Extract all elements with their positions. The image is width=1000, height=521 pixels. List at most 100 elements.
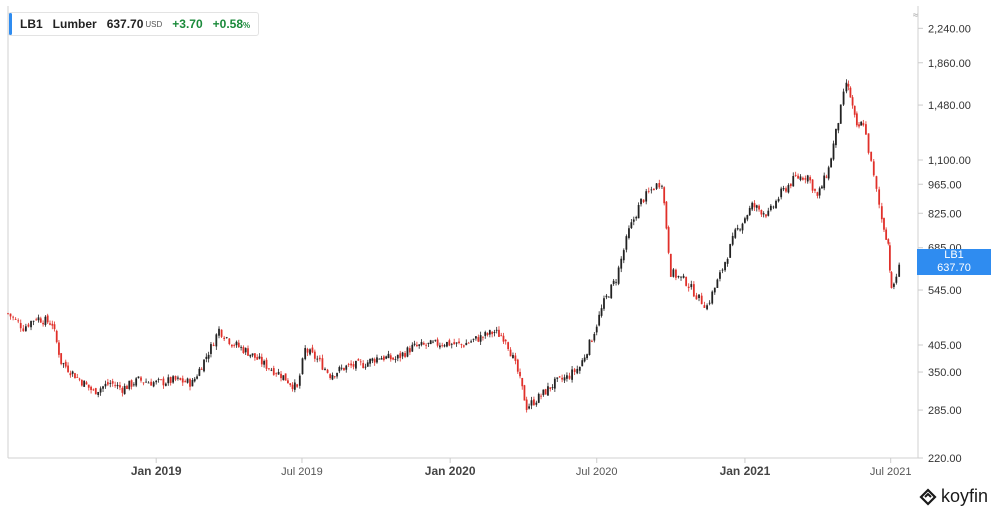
candle-body [462, 345, 465, 347]
candle-body [240, 346, 243, 348]
candle-body [189, 379, 191, 387]
candle-body [373, 359, 376, 363]
candle-body [591, 340, 593, 342]
candle-body [455, 342, 458, 344]
candle-body [818, 188, 821, 196]
candle-body [809, 177, 812, 181]
candle-body [568, 375, 571, 379]
candle-body [682, 275, 685, 278]
candle-body [343, 367, 345, 371]
candle-body [265, 359, 268, 369]
candle-body [62, 363, 65, 365]
y-tick-label: 220.00 [928, 453, 962, 465]
candle-body [488, 330, 491, 335]
candle-body [97, 392, 100, 395]
candle-body [128, 380, 131, 389]
candle-body [734, 229, 737, 238]
candle-body [516, 359, 519, 372]
candle-body [111, 381, 114, 384]
candle-body [184, 381, 187, 383]
candle-body [472, 338, 475, 340]
koyfin-brand[interactable]: koyfin [918, 486, 988, 507]
candle-body [12, 316, 15, 318]
candle-body [769, 205, 772, 211]
candle-body [885, 229, 888, 240]
candle-body [847, 83, 850, 87]
candle-body [413, 343, 416, 345]
candle-body [155, 380, 158, 383]
candle-body [408, 348, 411, 353]
candle-body [692, 284, 695, 297]
candle-body [658, 183, 661, 188]
candle-body [588, 339, 591, 355]
candle-body [814, 189, 816, 191]
candle-body [436, 339, 439, 346]
x-tick-label: Jan 2019 [131, 464, 182, 478]
candle-body [700, 295, 703, 305]
candle-body [150, 381, 153, 386]
candle-body [690, 284, 693, 288]
candle-body [553, 378, 556, 389]
candle-body [465, 342, 468, 346]
candle-body [416, 344, 418, 347]
candle-body [630, 222, 633, 229]
candle-body [890, 272, 893, 288]
candle-body [296, 384, 299, 387]
candle-body [853, 105, 856, 115]
candle-body [382, 356, 385, 361]
candle-body [625, 236, 628, 250]
candle-body [301, 358, 304, 375]
candle-body [615, 281, 617, 283]
candle-body [794, 174, 797, 176]
candle-body [399, 353, 402, 358]
candle-body [675, 269, 677, 278]
candle-body [114, 385, 117, 387]
y-tick-label: 350.00 [928, 367, 962, 379]
candle-body [637, 204, 640, 219]
y-tick-label: 285.00 [928, 405, 962, 417]
candle-body [198, 368, 201, 376]
candle-body [806, 175, 809, 182]
candle-body [514, 355, 517, 361]
candle-body [721, 269, 724, 271]
candle-body [748, 208, 751, 216]
candle-body [507, 342, 510, 350]
candle-body [205, 356, 208, 359]
candle-body [235, 341, 238, 346]
candle-body [862, 123, 865, 126]
candle-body [441, 345, 444, 347]
legend-box[interactable]: LB1 Lumber 637.70 USD +3.70 +0.58% [8, 12, 260, 36]
candle-body [177, 377, 179, 379]
y-tick-label: 1,100.00 [928, 155, 971, 167]
candle-body [27, 324, 30, 327]
candle-body [313, 351, 316, 359]
candle-body [762, 213, 765, 215]
candle-body [706, 305, 708, 310]
candle-body [244, 348, 247, 353]
candle-body [147, 382, 150, 384]
candle-body [563, 377, 566, 381]
candle-body [698, 294, 700, 299]
candle-body [369, 358, 371, 364]
candle-body [504, 339, 507, 342]
candle-body [249, 354, 252, 357]
candle-body [865, 124, 867, 135]
candle-body [665, 201, 668, 229]
candle-body [102, 386, 104, 389]
candle-body [867, 133, 870, 153]
chart-settings-icon[interactable]: ≈ [913, 10, 918, 20]
legend-price: 637.70 [106, 17, 144, 31]
candle-body [479, 335, 482, 342]
candle-body [491, 331, 494, 335]
candle-body [498, 329, 500, 337]
candle-body [753, 203, 756, 208]
candle-body [542, 389, 545, 396]
candle-body [298, 375, 301, 386]
candle-body [80, 380, 83, 386]
candle-body [777, 198, 780, 202]
candle-body [263, 360, 266, 365]
candle-body [233, 345, 236, 346]
candle-body [677, 276, 680, 278]
